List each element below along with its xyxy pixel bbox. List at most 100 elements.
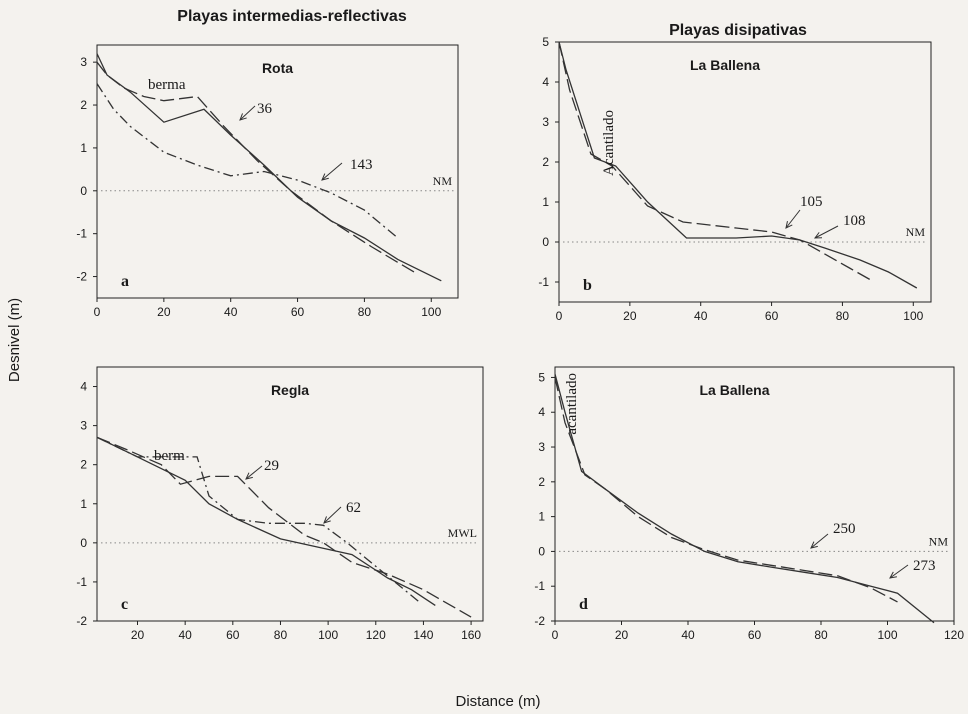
x-tick-label: 120 [366,628,386,642]
y-tick-label: 4 [542,75,549,89]
x-tick-label: 0 [94,305,101,319]
x-tick-label: 100 [318,628,338,642]
x-tick-label: 40 [178,628,192,642]
x-tick-label: 40 [224,305,238,319]
y-tick-label: -1 [534,579,545,593]
reference-line-label: MWL [448,526,477,540]
x-tick-label: 60 [226,628,240,642]
y-axis-title: Desnivel (m) [6,298,23,382]
series-line-62 [96,436,420,603]
x-tick-label: 20 [131,628,145,642]
x-tick-label: 80 [274,628,288,642]
plot-frame [554,366,955,622]
annotation-arrowhead [321,173,329,181]
y-tick-label: 2 [80,98,87,112]
x-tick-label: 100 [903,309,923,323]
x-tick-label: 80 [358,305,372,319]
y-tick-label: 0 [542,235,549,249]
panel-letter: d [579,596,588,613]
series-line-143 [96,83,399,239]
annotation-label: 250 [833,521,856,537]
x-tick-label: 0 [552,628,559,642]
plot-frame [96,366,484,622]
y-tick-label: 2 [542,155,549,169]
panel-letter: b [583,277,592,294]
y-tick-label: -2 [534,614,545,628]
panel-title: La Ballena [699,382,769,398]
series-line-108 [558,41,918,289]
annotation-arrow [785,209,801,229]
x-tick-label: 100 [877,628,897,642]
annotation-arrow [239,105,256,121]
series-line-105 [558,41,872,281]
y-tick-label: 0 [538,544,545,558]
annotation-arrow [323,506,342,524]
y-tick-label: 1 [80,141,87,155]
y-tick-label: -2 [76,270,87,284]
column-title-right: Playas disipativas [669,22,807,39]
annotation-label: 143 [350,157,373,173]
annotation-arrowhead [810,541,818,549]
x-tick-label: 120 [944,628,964,642]
x-tick-label: 140 [413,628,433,642]
y-tick-label: 1 [538,510,545,524]
annotation-label: 273 [913,558,936,574]
y-tick-label: 3 [80,55,87,69]
y-tick-label: 1 [542,195,549,209]
annotation-label: 29 [264,458,279,474]
x-tick-label: 60 [765,309,779,323]
x-tick-label: 20 [157,305,171,319]
x-tick-label: 0 [556,309,563,323]
panel-a: NM 0 20 40 60 80 100 3 2 1 0 -1 -2 Rota a berma 36 143 [76,44,459,319]
series-line-berma [96,61,415,273]
reference-line-label: NM [906,225,926,239]
panel-letter: c [121,596,128,613]
panels-group: NM0 20 40 60 80 1003210-1-2Rotaaberma36143NM0… [76,35,964,642]
plot-frame [96,44,459,299]
series-line-273 [554,373,935,624]
x-tick-label: 40 [681,628,695,642]
y-tick-label: 5 [542,35,549,49]
annotation-arrow [889,564,909,579]
y-tick-label: 3 [80,419,87,433]
annotation-label: 105 [800,194,823,210]
x-axis-title: Distance (m) [455,693,540,710]
annotation-arrow [810,533,829,549]
y-tick-label: 2 [538,475,545,489]
panel-title: Regla [271,382,309,398]
annotation-label: berma [148,77,186,93]
y-tick-label: 4 [538,405,545,419]
annotation-arrowhead [245,472,253,480]
annotation-arrowhead [239,113,247,121]
annotation-arrow [814,225,839,239]
panel-c: MWL 20 40 60 80 100 120 140 160 4 3 2 1 0 -1 -2 Regla c be… [76,366,484,642]
x-tick-label: 80 [814,628,828,642]
x-tick-label: 60 [748,628,762,642]
y-tick-label: 0 [80,536,87,550]
annotation-arrowhead [323,516,331,524]
y-tick-label: 0 [80,184,87,198]
annotation-arrowhead [889,571,897,579]
x-tick-label: 20 [615,628,629,642]
x-tick-label: 20 [623,309,637,323]
annotation-label: 62 [346,500,361,516]
y-tick-label: -1 [538,275,549,289]
series-line-29 [96,436,472,618]
panel-title: Rota [262,60,293,76]
annotation-label: acantilado [564,373,580,435]
x-tick-label: 40 [694,309,708,323]
annotation-arrowhead [813,232,823,239]
x-tick-label: 100 [421,305,441,319]
panel-d: NM 0 20 40 60 80 100 120 5 4 3 2 1 0 -1 -2 La Ballena d ac… [534,366,964,642]
annotation-arrow [321,162,343,181]
y-tick-label: 1 [80,497,87,511]
x-tick-label: 80 [836,309,850,323]
x-tick-label: 60 [291,305,305,319]
panel-b: NM 0 20 40 60 80 100 5 4 3 2 1 0 -1 La Ballena b Acantil… [538,35,932,323]
y-tick-label: 3 [538,440,545,454]
series-line-250 [554,377,898,603]
annotation-label: 108 [843,213,866,229]
annotation-label: 36 [257,101,273,117]
x-tick-label: 160 [461,628,481,642]
